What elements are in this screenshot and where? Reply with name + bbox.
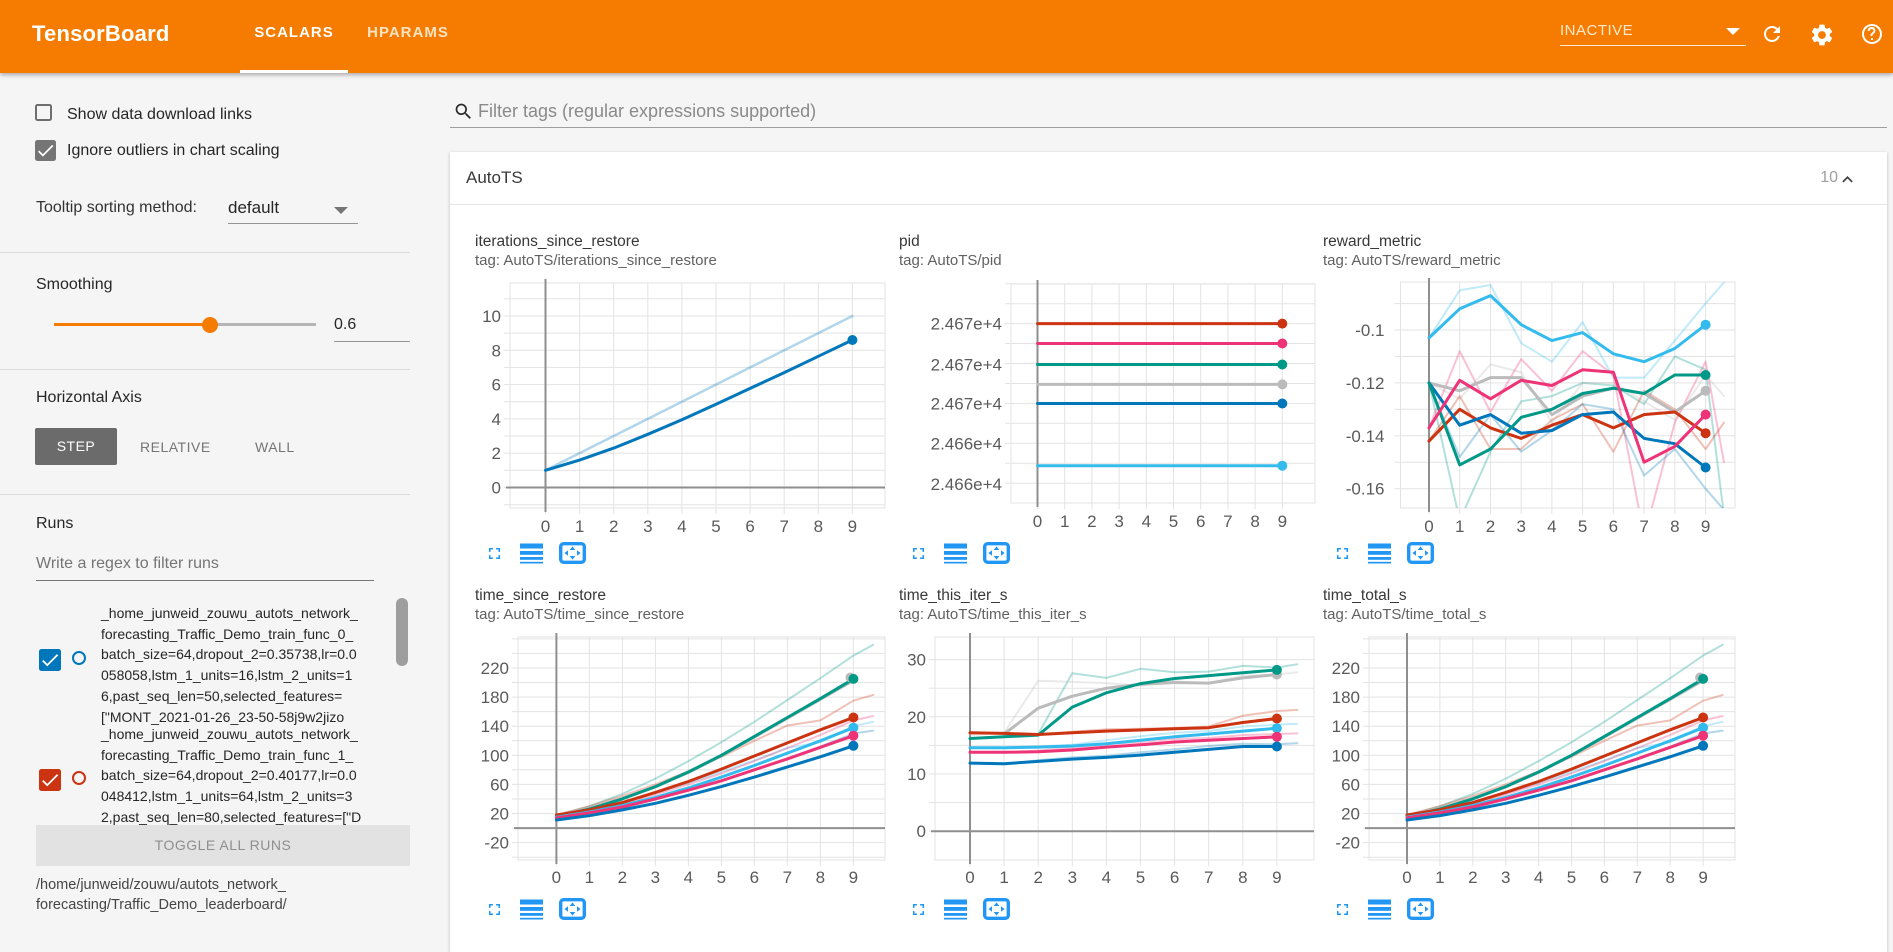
svg-text:140: 140 bbox=[1332, 717, 1360, 736]
svg-text:8: 8 bbox=[1665, 868, 1674, 887]
svg-text:8: 8 bbox=[1238, 868, 1247, 887]
svg-text:2.467e+4: 2.467e+4 bbox=[931, 315, 1002, 334]
svg-text:3: 3 bbox=[1068, 868, 1077, 887]
svg-text:7: 7 bbox=[783, 868, 792, 887]
svg-text:180: 180 bbox=[481, 688, 509, 707]
svg-text:1: 1 bbox=[1455, 517, 1464, 536]
svg-text:-20: -20 bbox=[1335, 834, 1360, 853]
svg-text:4: 4 bbox=[1547, 517, 1556, 536]
svg-text:3: 3 bbox=[651, 868, 660, 887]
svg-text:7: 7 bbox=[1204, 868, 1213, 887]
svg-text:60: 60 bbox=[490, 775, 509, 794]
svg-text:20: 20 bbox=[907, 708, 926, 727]
svg-text:8: 8 bbox=[814, 517, 823, 536]
svg-text:2: 2 bbox=[492, 444, 501, 463]
svg-text:20: 20 bbox=[490, 805, 509, 824]
svg-text:9: 9 bbox=[848, 517, 857, 536]
svg-text:10: 10 bbox=[482, 307, 501, 326]
svg-text:0: 0 bbox=[1033, 512, 1042, 531]
svg-text:7: 7 bbox=[1633, 868, 1642, 887]
svg-text:2.466e+4: 2.466e+4 bbox=[931, 475, 1002, 494]
svg-text:9: 9 bbox=[1272, 868, 1281, 887]
svg-text:-20: -20 bbox=[484, 834, 509, 853]
svg-text:0: 0 bbox=[541, 517, 550, 536]
svg-text:5: 5 bbox=[1578, 517, 1587, 536]
svg-text:6: 6 bbox=[492, 376, 501, 395]
svg-text:1: 1 bbox=[999, 868, 1008, 887]
svg-text:3: 3 bbox=[643, 517, 652, 536]
svg-text:9: 9 bbox=[1698, 868, 1707, 887]
svg-text:4: 4 bbox=[1534, 868, 1543, 887]
svg-text:8: 8 bbox=[1670, 517, 1679, 536]
svg-text:6: 6 bbox=[1609, 517, 1618, 536]
svg-text:7: 7 bbox=[1639, 517, 1648, 536]
svg-text:0: 0 bbox=[1424, 517, 1433, 536]
svg-text:0: 0 bbox=[1402, 868, 1411, 887]
svg-text:3: 3 bbox=[1114, 512, 1123, 531]
svg-text:60: 60 bbox=[1341, 775, 1360, 794]
svg-text:5: 5 bbox=[1567, 868, 1576, 887]
svg-text:5: 5 bbox=[711, 517, 720, 536]
svg-text:3: 3 bbox=[1516, 517, 1525, 536]
svg-text:2.466e+4: 2.466e+4 bbox=[931, 435, 1002, 454]
svg-text:220: 220 bbox=[481, 659, 509, 678]
svg-text:0: 0 bbox=[965, 868, 974, 887]
svg-text:2: 2 bbox=[1468, 868, 1477, 887]
svg-text:3: 3 bbox=[1501, 868, 1510, 887]
svg-text:0: 0 bbox=[917, 822, 926, 841]
svg-text:5: 5 bbox=[1169, 512, 1178, 531]
svg-text:-0.1: -0.1 bbox=[1355, 321, 1384, 340]
svg-text:5: 5 bbox=[717, 868, 726, 887]
svg-text:2: 2 bbox=[618, 868, 627, 887]
svg-text:8: 8 bbox=[1250, 512, 1259, 531]
svg-text:6: 6 bbox=[1196, 512, 1205, 531]
svg-text:9: 9 bbox=[849, 868, 858, 887]
svg-text:100: 100 bbox=[1332, 746, 1360, 765]
svg-text:5: 5 bbox=[1136, 868, 1145, 887]
svg-text:4: 4 bbox=[1142, 512, 1151, 531]
svg-text:8: 8 bbox=[492, 341, 501, 360]
svg-text:4: 4 bbox=[684, 868, 693, 887]
svg-text:9: 9 bbox=[1278, 512, 1287, 531]
svg-text:4: 4 bbox=[1102, 868, 1111, 887]
svg-text:30: 30 bbox=[907, 651, 926, 670]
svg-text:1: 1 bbox=[1060, 512, 1069, 531]
svg-text:100: 100 bbox=[481, 746, 509, 765]
svg-text:7: 7 bbox=[779, 517, 788, 536]
svg-text:6: 6 bbox=[1170, 868, 1179, 887]
svg-text:220: 220 bbox=[1332, 659, 1360, 678]
svg-text:-0.16: -0.16 bbox=[1346, 480, 1385, 499]
svg-text:-0.12: -0.12 bbox=[1346, 374, 1385, 393]
svg-text:9: 9 bbox=[1701, 517, 1710, 536]
svg-text:1: 1 bbox=[1435, 868, 1444, 887]
svg-text:180: 180 bbox=[1332, 688, 1360, 707]
svg-text:1: 1 bbox=[585, 868, 594, 887]
svg-text:4: 4 bbox=[677, 517, 686, 536]
svg-text:7: 7 bbox=[1223, 512, 1232, 531]
svg-text:0: 0 bbox=[552, 868, 561, 887]
svg-text:6: 6 bbox=[750, 868, 759, 887]
svg-text:6: 6 bbox=[745, 517, 754, 536]
svg-text:2: 2 bbox=[1486, 517, 1495, 536]
svg-text:0: 0 bbox=[492, 479, 501, 498]
svg-text:-0.14: -0.14 bbox=[1346, 427, 1385, 446]
svg-text:140: 140 bbox=[481, 717, 509, 736]
svg-text:10: 10 bbox=[907, 765, 926, 784]
svg-text:2.467e+4: 2.467e+4 bbox=[931, 395, 1002, 414]
svg-text:2.467e+4: 2.467e+4 bbox=[931, 356, 1002, 375]
svg-text:2: 2 bbox=[609, 517, 618, 536]
svg-text:6: 6 bbox=[1600, 868, 1609, 887]
svg-text:2: 2 bbox=[1033, 868, 1042, 887]
svg-text:8: 8 bbox=[816, 868, 825, 887]
svg-text:20: 20 bbox=[1341, 805, 1360, 824]
svg-text:4: 4 bbox=[492, 410, 501, 429]
svg-text:1: 1 bbox=[575, 517, 584, 536]
svg-text:2: 2 bbox=[1087, 512, 1096, 531]
